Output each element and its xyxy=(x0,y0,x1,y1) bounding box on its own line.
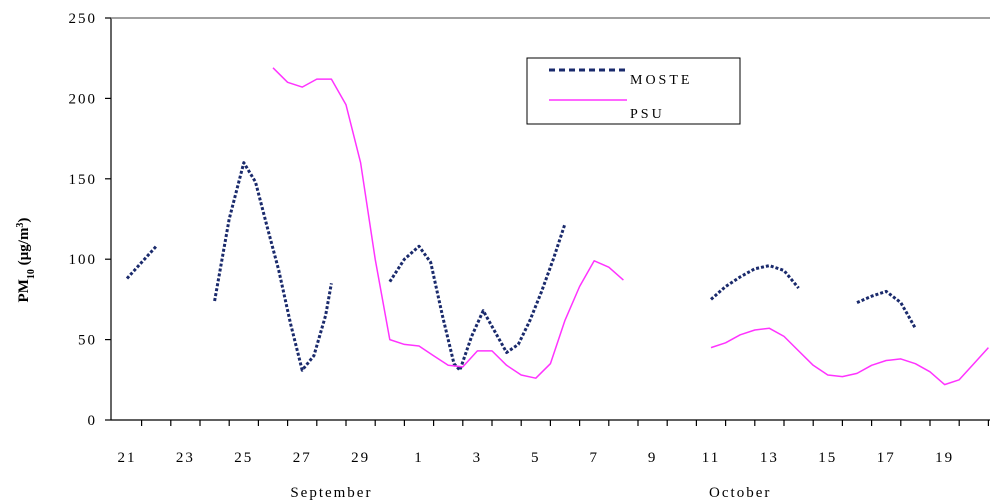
x-tick-label: 7 xyxy=(589,450,599,466)
x-tick-label: 25 xyxy=(234,450,253,466)
series-line-psu xyxy=(710,327,989,386)
x-tick-label: 11 xyxy=(702,450,720,466)
series-line-moste xyxy=(856,289,917,330)
month-label: September xyxy=(290,485,372,501)
x-tick-label: 29 xyxy=(351,450,370,466)
x-tick-label: 13 xyxy=(760,450,779,466)
x-tick-label: 19 xyxy=(935,450,954,466)
x-tick-label: 9 xyxy=(648,450,658,466)
legend-label-psu: PSU xyxy=(630,107,665,122)
series-line-moste xyxy=(125,245,158,280)
series-lines xyxy=(125,67,989,386)
x-tick-label: 5 xyxy=(531,450,541,466)
series-line-moste xyxy=(213,161,333,372)
x-tick-label: 21 xyxy=(118,450,137,466)
y-tick-label: 250 xyxy=(69,11,98,27)
x-tick-label: 27 xyxy=(293,450,312,466)
x-tick-label: 3 xyxy=(473,450,483,466)
series-line-psu xyxy=(272,67,624,379)
y-tick-label: 0 xyxy=(88,413,98,429)
y-tick-label: 150 xyxy=(69,172,98,188)
legend: MOSTE PSU xyxy=(526,57,741,125)
series-line-moste xyxy=(710,264,800,301)
month-labels: September October xyxy=(290,485,771,501)
x-tick-label: 23 xyxy=(176,450,195,466)
legend-label-moste: MOSTE xyxy=(630,73,692,88)
x-ticks: 21 23 25 27 29 1 3 5 7 9 11 13 15 17 19 xyxy=(118,420,990,466)
x-tick-label: 15 xyxy=(818,450,837,466)
y-tick-label: 50 xyxy=(78,333,97,349)
x-tick-label: 17 xyxy=(877,450,896,466)
y-axis-label: PM10 (µg/m3) xyxy=(15,218,37,303)
series-line-moste xyxy=(388,223,567,372)
y-ticks: 0 50 100 150 200 250 xyxy=(69,11,111,429)
y-tick-label: 200 xyxy=(69,91,98,107)
y-tick-label: 100 xyxy=(69,252,98,268)
x-tick-label: 1 xyxy=(414,450,424,466)
month-label: October xyxy=(709,485,771,501)
